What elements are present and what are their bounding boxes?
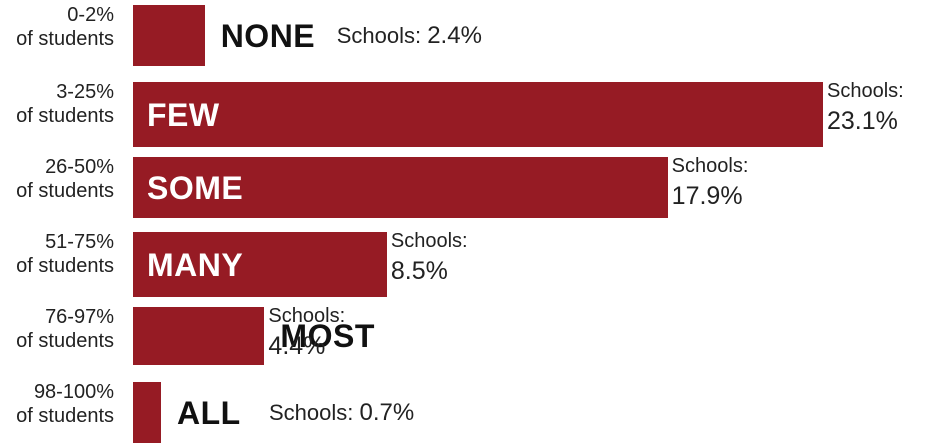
bar bbox=[133, 5, 205, 66]
share-label: Schools: 23.1% bbox=[827, 78, 904, 138]
row-label: 0-2% of students bbox=[16, 3, 114, 51]
row-range-label: 0-2% bbox=[67, 4, 114, 26]
share-key: Schools: bbox=[268, 305, 346, 327]
share-value: 8.5% bbox=[390, 257, 448, 285]
row-unit-label: of students bbox=[16, 105, 114, 127]
row-label: 26-50% of students bbox=[16, 155, 114, 203]
category-label: MOST bbox=[280, 318, 375, 354]
share-label: Schools: 17.9% bbox=[672, 153, 749, 213]
category-label: MANY bbox=[147, 246, 244, 283]
row-unit-label: of students bbox=[16, 255, 114, 277]
bar bbox=[133, 157, 668, 218]
share-value: 17.9% bbox=[671, 182, 743, 210]
bar bbox=[133, 82, 823, 147]
share-value: 23.1% bbox=[827, 107, 898, 135]
share-key: Schools: bbox=[671, 155, 749, 177]
row-range-label: 3-25% bbox=[56, 81, 114, 103]
share-value: 2.4% bbox=[427, 21, 482, 49]
category-label: NONE bbox=[220, 17, 316, 54]
share-key: Schools: bbox=[269, 399, 354, 425]
row-unit-label: of students bbox=[16, 405, 114, 427]
share-key: Schools: bbox=[390, 230, 468, 252]
row-range-label: 51-75% bbox=[45, 231, 114, 253]
row-label: 98-100% of students bbox=[16, 380, 114, 428]
bar bbox=[133, 307, 265, 365]
row-range-label: 98-100% bbox=[33, 381, 114, 403]
share-label: Schools: 2.4% bbox=[337, 21, 482, 51]
share-value: 4.4% bbox=[268, 332, 326, 360]
share-label: Schools: 0.7% bbox=[269, 398, 414, 428]
row-unit-label: of students bbox=[16, 330, 114, 352]
category-label: SOME bbox=[147, 169, 244, 206]
bar bbox=[133, 232, 387, 297]
bar bbox=[133, 382, 161, 443]
category-label: FEW bbox=[147, 96, 220, 133]
row-range-label: 26-50% bbox=[45, 156, 114, 178]
share-key: Schools: bbox=[336, 22, 422, 48]
row-label: 76-97% of students bbox=[16, 305, 114, 353]
row-range-label: 76-97% bbox=[45, 306, 114, 328]
row-unit-label: of students bbox=[16, 28, 114, 50]
row-label: 3-25% of students bbox=[16, 80, 114, 128]
share-key: Schools: bbox=[827, 80, 904, 102]
share-label: Schools: 4.4% bbox=[268, 303, 345, 363]
share-label: Schools: 8.5% bbox=[391, 228, 468, 288]
share-value: 0.7% bbox=[359, 398, 415, 426]
category-label: ALL bbox=[177, 394, 241, 431]
row-label: 51-75% of students bbox=[16, 230, 114, 278]
row-unit-label: of students bbox=[16, 180, 114, 202]
